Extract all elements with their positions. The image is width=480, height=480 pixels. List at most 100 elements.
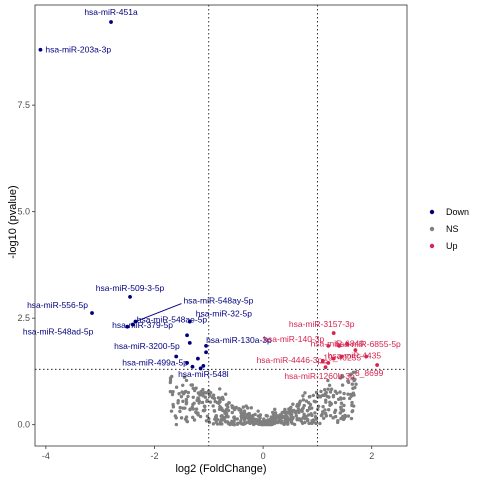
- ns-point: [230, 419, 234, 424]
- ns-point: [335, 420, 340, 425]
- ns-point: [194, 407, 199, 411]
- ns-point: [297, 417, 301, 421]
- ns-point: [226, 421, 231, 426]
- ns-point: [313, 411, 317, 415]
- ns-point: [207, 420, 212, 424]
- ns-point: [169, 409, 174, 413]
- ns-point: [181, 399, 185, 404]
- ns-point: [183, 417, 188, 421]
- down-point: [174, 354, 179, 359]
- up-point: [320, 358, 325, 363]
- ns-point: [245, 406, 250, 410]
- ns-point: [301, 415, 306, 420]
- ns-point: [326, 387, 330, 391]
- ns-point: [349, 394, 353, 398]
- ns-point: [235, 421, 240, 426]
- ns-point: [350, 409, 354, 414]
- axes: -4 -2 0 2 0.0 2.5 5.0 7.5: [17, 4, 408, 461]
- leader-line: [135, 303, 182, 323]
- ns-point: [205, 414, 210, 418]
- ns-point: [321, 404, 325, 409]
- point-label: hsa-miR-4446-3p: [257, 355, 323, 365]
- point-label: hsa-miR-3157-3p: [289, 319, 355, 329]
- legend-marker: [429, 209, 435, 215]
- ns-point: [254, 418, 259, 422]
- ns-point: [326, 408, 331, 412]
- ns-point: [307, 395, 312, 399]
- down-point: [128, 294, 132, 299]
- ns-point: [224, 412, 229, 416]
- ns-point: [354, 382, 358, 386]
- ns-point: [212, 409, 217, 413]
- point-label: hsa-miR-548l: [178, 369, 229, 379]
- ns-point: [185, 419, 190, 424]
- ns-point: [270, 422, 275, 427]
- point-label: hsa-miR-130a-3p: [206, 335, 272, 345]
- point-label: hsa-miR-4435: [328, 351, 382, 361]
- ns-point: [239, 408, 243, 412]
- ns-point: [350, 400, 354, 405]
- ns-point: [273, 411, 278, 415]
- ns-point: [264, 421, 269, 425]
- ns-point: [333, 414, 338, 419]
- threshold-lines: [35, 5, 407, 446]
- ns-point: [251, 413, 255, 418]
- ns-point: [289, 420, 294, 424]
- ns-point: [208, 391, 213, 395]
- up-point: [345, 341, 350, 346]
- ns-point: [207, 417, 211, 421]
- point-label: hsa-miR-499a-5p: [122, 358, 188, 368]
- up-point: [337, 343, 342, 348]
- ns-point: [191, 386, 195, 390]
- ns-point: [323, 388, 327, 392]
- ns-point: [301, 394, 305, 398]
- ns-point: [183, 389, 188, 394]
- ns-point: [241, 405, 246, 409]
- down-point: [190, 364, 195, 369]
- point-label: hsa-miR-451a: [84, 7, 138, 17]
- ns-point: [215, 418, 220, 422]
- ns-point: [327, 395, 331, 399]
- ns-point: [249, 406, 253, 410]
- ns-point: [280, 410, 284, 415]
- down-point: [109, 20, 113, 24]
- ns-point: [248, 419, 252, 424]
- legend-label: Down: [446, 207, 469, 217]
- ns-point: [230, 410, 234, 415]
- x-tick-label: 2: [369, 451, 374, 461]
- ns-point: [324, 390, 328, 395]
- point-label: hsa-miR-3200-5p: [114, 341, 180, 351]
- y-tick-label: 7.5: [17, 100, 30, 110]
- ns-point: [174, 385, 179, 389]
- up-point: [326, 343, 331, 348]
- ns-point: [350, 403, 354, 408]
- down-point: [187, 340, 192, 345]
- ns-point: [192, 418, 197, 422]
- ns-point: [218, 387, 222, 391]
- ns-point: [310, 413, 314, 418]
- point-label: hsa-miR-509-3-5p: [96, 283, 165, 293]
- point-label: hsa-miR-548ad-5p: [23, 327, 94, 337]
- ns-point: [178, 409, 182, 414]
- ns-point: [215, 422, 220, 426]
- ns-point: [324, 414, 329, 418]
- ns-point: [242, 411, 247, 416]
- ns-point: [202, 409, 206, 413]
- ns-point: [291, 415, 295, 420]
- ns-point: [198, 414, 203, 419]
- point-label: hsa-miR-32-5p: [196, 309, 252, 319]
- ns-point: [346, 414, 351, 418]
- ns-point: [170, 392, 175, 397]
- point-label: hsa-miR-379-5p: [112, 320, 173, 330]
- ns-point: [186, 394, 190, 399]
- ns-point: [294, 414, 298, 418]
- plot-background: [35, 5, 407, 446]
- down-point: [198, 366, 203, 371]
- ns-point: [231, 405, 235, 409]
- ns-point: [283, 407, 287, 412]
- y-tick-label: 2.5: [17, 313, 30, 323]
- ns-point: [304, 399, 309, 403]
- ns-point: [198, 393, 202, 397]
- ns-point: [284, 420, 288, 424]
- ns-point: [305, 408, 310, 413]
